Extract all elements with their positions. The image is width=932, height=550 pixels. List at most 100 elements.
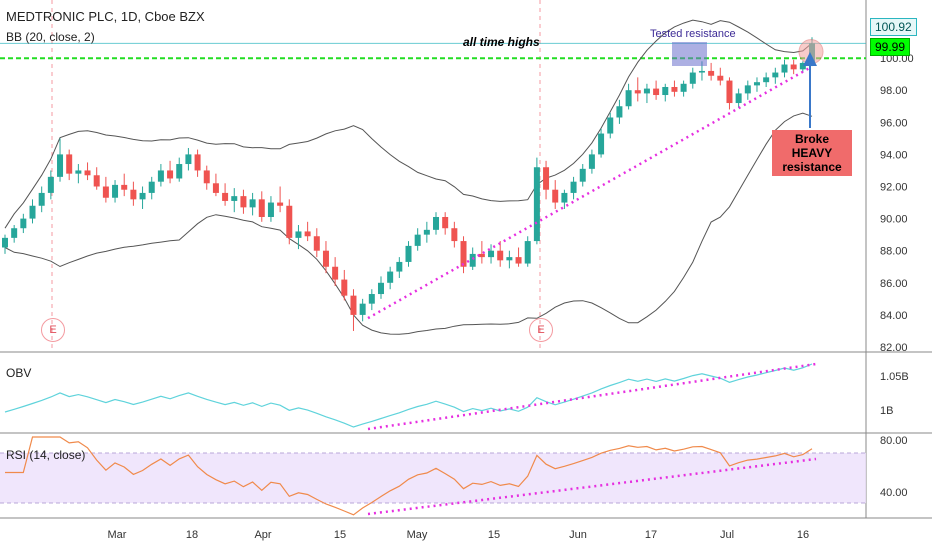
breakout-arrowhead: [803, 52, 817, 66]
candle-body: [781, 64, 788, 73]
candle-body: [423, 229, 430, 235]
price-tick-label: 98.00: [880, 85, 908, 97]
candle-body: [790, 64, 797, 70]
candle-body: [66, 154, 73, 174]
candle-body: [322, 250, 329, 267]
candle-body: [442, 216, 449, 229]
candle-body: [157, 170, 164, 182]
candle-body: [698, 70, 705, 73]
candle-body: [185, 154, 192, 165]
candle-body: [726, 80, 733, 104]
candle-body: [451, 228, 458, 242]
x-tick-label: 15: [488, 529, 500, 541]
candle-body: [799, 62, 806, 70]
candle-body: [121, 184, 128, 190]
candle-body: [267, 202, 274, 217]
candle-body: [552, 189, 559, 203]
candle-body: [616, 106, 623, 118]
x-tick-label: 15: [334, 529, 346, 541]
candle-body: [277, 202, 284, 206]
candle-body: [194, 154, 201, 171]
candle-body: [167, 170, 174, 179]
candle-body: [2, 237, 8, 248]
candle-body: [579, 168, 586, 182]
candle-body: [350, 295, 357, 315]
candle-body: [84, 170, 91, 176]
x-tick-label: 17: [645, 529, 657, 541]
candle-body: [543, 167, 550, 190]
candle-body: [689, 72, 696, 84]
candle-body: [497, 250, 504, 261]
candle-body: [176, 164, 183, 179]
all-time-highs-label: all time highs: [463, 35, 540, 49]
candle-body: [75, 170, 82, 174]
candle-body: [139, 192, 146, 200]
candle-body: [313, 236, 320, 251]
candle-body: [588, 154, 595, 169]
candle-body: [414, 234, 421, 246]
candle-body: [20, 218, 27, 229]
price-tick-label: 84.00: [880, 310, 908, 322]
candle-body: [332, 266, 339, 280]
price-tick-label: 96.00: [880, 117, 908, 129]
bollinger-lower: [4, 112, 813, 335]
candle-body: [148, 181, 155, 193]
candle-body: [258, 199, 265, 217]
candle-body: [396, 261, 403, 272]
candle-body: [203, 170, 210, 184]
tested-resistance-box: [672, 42, 707, 66]
candle-body: [524, 241, 531, 264]
price-tick-label: 82.00: [880, 342, 908, 354]
candle-body: [506, 257, 513, 261]
candle-body: [772, 72, 779, 78]
price-tick-label: 90.00: [880, 214, 908, 226]
candle-body: [488, 250, 495, 258]
candle-body: [359, 303, 366, 315]
candle-body: [387, 271, 394, 283]
candle-body: [405, 245, 412, 262]
rsi-line: [5, 436, 813, 516]
candle-body: [598, 133, 605, 155]
candle-body: [47, 176, 54, 193]
candle-body: [460, 241, 467, 267]
earnings-marker-2[interactable]: E: [529, 318, 553, 342]
chart-title: MEDTRONIC PLC, 1D, Cboe BZX: [6, 9, 205, 24]
candle-body: [29, 205, 36, 219]
candle-body: [368, 294, 375, 304]
candle-body: [231, 196, 238, 201]
candle-body: [240, 196, 247, 208]
price-tick-label: 92.00: [880, 182, 908, 194]
x-tick-label: Apr: [254, 529, 271, 541]
candle-body: [744, 85, 751, 94]
candle-body: [708, 70, 715, 76]
price-tick-label: 94.00: [880, 149, 908, 161]
obv-tick-label: 1.05B: [880, 371, 909, 383]
candle-body: [515, 257, 522, 264]
price-trendline: [367, 66, 811, 320]
candle-body: [222, 192, 229, 201]
x-tick-label: Jun: [569, 529, 587, 541]
price-tick-label: 88.00: [880, 246, 908, 258]
last-price-tag: 100.92: [870, 18, 917, 36]
x-tick-label: Mar: [108, 529, 127, 541]
candle-body: [533, 167, 540, 242]
rsi-tick-label: 80.00: [880, 435, 908, 447]
x-tick-label: 18: [186, 529, 198, 541]
candle-body: [102, 186, 109, 198]
candle-body: [561, 192, 568, 203]
tested-resistance-label: Tested resistance: [650, 28, 736, 40]
candle-body: [662, 86, 669, 96]
candle-body: [570, 181, 577, 193]
candle-body: [634, 90, 641, 94]
candle-body: [304, 231, 311, 237]
rsi-band: [0, 453, 866, 503]
candle-body: [212, 183, 219, 193]
candle-body: [377, 282, 384, 295]
candle-body: [478, 253, 485, 258]
candle-body: [643, 88, 650, 94]
obv-indicator-label: OBV: [6, 366, 32, 380]
candle-body: [653, 88, 660, 96]
rsi-tick-label: 40.00: [880, 487, 908, 499]
earnings-marker-1[interactable]: E: [41, 318, 65, 342]
